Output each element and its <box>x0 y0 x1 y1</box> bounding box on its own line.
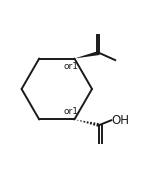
Polygon shape <box>74 51 100 59</box>
Text: or1: or1 <box>64 107 79 116</box>
Text: or1: or1 <box>64 62 79 71</box>
Text: OH: OH <box>112 114 130 127</box>
